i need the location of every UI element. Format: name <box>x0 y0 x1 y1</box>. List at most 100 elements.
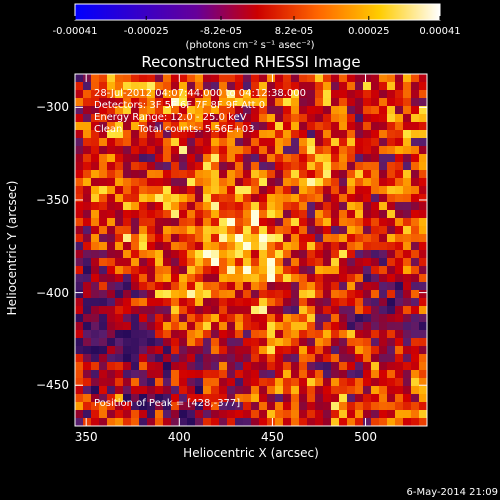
heatmap-cell <box>115 258 124 267</box>
heatmap-cell <box>267 410 276 419</box>
heatmap-cell <box>211 386 220 395</box>
heatmap-cell <box>315 418 324 427</box>
heatmap-cell <box>235 290 244 299</box>
heatmap-cell <box>219 194 228 203</box>
heatmap-cell <box>99 194 108 203</box>
heatmap-cell <box>331 138 340 147</box>
heatmap-cell <box>227 130 236 139</box>
heatmap-cell <box>267 250 276 259</box>
heatmap-cell <box>259 114 268 123</box>
heatmap-cell <box>299 138 308 147</box>
heatmap-cell <box>259 218 268 227</box>
heatmap-cell <box>75 266 84 275</box>
heatmap-cell <box>83 98 92 107</box>
heatmap-cell <box>75 370 84 379</box>
heatmap-cell <box>139 418 148 427</box>
heatmap-cell <box>251 394 260 403</box>
heatmap-cell <box>163 210 172 219</box>
heatmap-cell <box>283 226 292 235</box>
heatmap-cell <box>339 338 348 347</box>
heatmap-cell <box>371 146 380 155</box>
heatmap-cell <box>139 330 148 339</box>
heatmap-cell <box>371 210 380 219</box>
y-tick-label: −300 <box>36 100 69 115</box>
heatmap-cell <box>227 178 236 187</box>
heatmap-cell <box>187 338 196 347</box>
heatmap-cell <box>219 234 228 243</box>
heatmap-cell <box>227 290 236 299</box>
heatmap-cell <box>187 394 196 403</box>
heatmap-cell <box>123 298 132 307</box>
heatmap-cell <box>147 314 156 323</box>
heatmap-cell <box>315 386 324 395</box>
heatmap-cell <box>155 354 164 363</box>
heatmap-cell <box>403 226 412 235</box>
heatmap-cell <box>235 170 244 179</box>
heatmap-cell <box>203 274 212 283</box>
heatmap-cell <box>315 290 324 299</box>
heatmap-cell <box>235 418 244 427</box>
heatmap-cell <box>315 298 324 307</box>
heatmap-cell <box>227 250 236 259</box>
heatmap-cell <box>379 330 388 339</box>
heatmap-cell <box>155 306 164 315</box>
heatmap-cell <box>379 186 388 195</box>
heatmap-cell <box>227 106 236 115</box>
heatmap-cell <box>107 186 116 195</box>
plot-frame <box>74 73 428 427</box>
heatmap-cell <box>323 146 332 155</box>
heatmap-cell <box>91 186 100 195</box>
heatmap-cell <box>187 210 196 219</box>
heatmap-cell <box>267 386 276 395</box>
heatmap-cell <box>379 146 388 155</box>
heatmap-cell <box>379 202 388 211</box>
heatmap-cell <box>339 74 348 83</box>
heatmap-cell <box>411 338 420 347</box>
heatmap-cell <box>259 298 268 307</box>
heatmap-cell <box>219 122 228 131</box>
heatmap-cell <box>203 322 212 331</box>
heatmap-cell <box>331 210 340 219</box>
heatmap-cell <box>211 82 220 91</box>
heatmap-cell <box>395 250 404 259</box>
heatmap-cell <box>75 90 84 99</box>
heatmap-cell <box>379 258 388 267</box>
heatmap-cell <box>115 226 124 235</box>
heatmap-cell <box>403 402 412 411</box>
heatmap-cell <box>347 282 356 291</box>
heatmap-cell <box>323 290 332 299</box>
heatmap-cell <box>387 162 396 171</box>
heatmap-cell <box>147 178 156 187</box>
heatmap-cell <box>179 418 188 427</box>
heatmap-cell <box>259 122 268 131</box>
heatmap-cell <box>123 410 132 419</box>
heatmap-cell <box>387 418 396 427</box>
heatmap-cell <box>267 194 276 203</box>
heatmap-cell <box>251 98 260 107</box>
heatmap-cell <box>179 122 188 131</box>
heatmap-cell <box>195 266 204 275</box>
heatmap-cell <box>379 274 388 283</box>
heatmap-cell <box>99 130 108 139</box>
heatmap-cell <box>363 202 372 211</box>
heatmap-cell <box>195 114 204 123</box>
heatmap-cell <box>83 194 92 203</box>
heatmap-cell <box>315 354 324 363</box>
heatmap-cell <box>123 74 132 83</box>
heatmap-cell <box>283 202 292 211</box>
heatmap-cell <box>147 402 156 411</box>
heatmap-cell <box>307 266 316 275</box>
heatmap-cell <box>419 122 428 131</box>
heatmap-cell <box>243 210 252 219</box>
heatmap-cell <box>251 258 260 267</box>
heatmap-cell <box>171 114 180 123</box>
heatmap-cell <box>323 82 332 91</box>
heatmap-cell <box>347 98 356 107</box>
heatmap-cell <box>339 402 348 411</box>
heatmap-cell <box>187 170 196 179</box>
heatmap-cell <box>339 282 348 291</box>
heatmap-cell <box>291 106 300 115</box>
heatmap-cell <box>131 314 140 323</box>
heatmap-cell <box>315 122 324 131</box>
heatmap-cell <box>323 282 332 291</box>
